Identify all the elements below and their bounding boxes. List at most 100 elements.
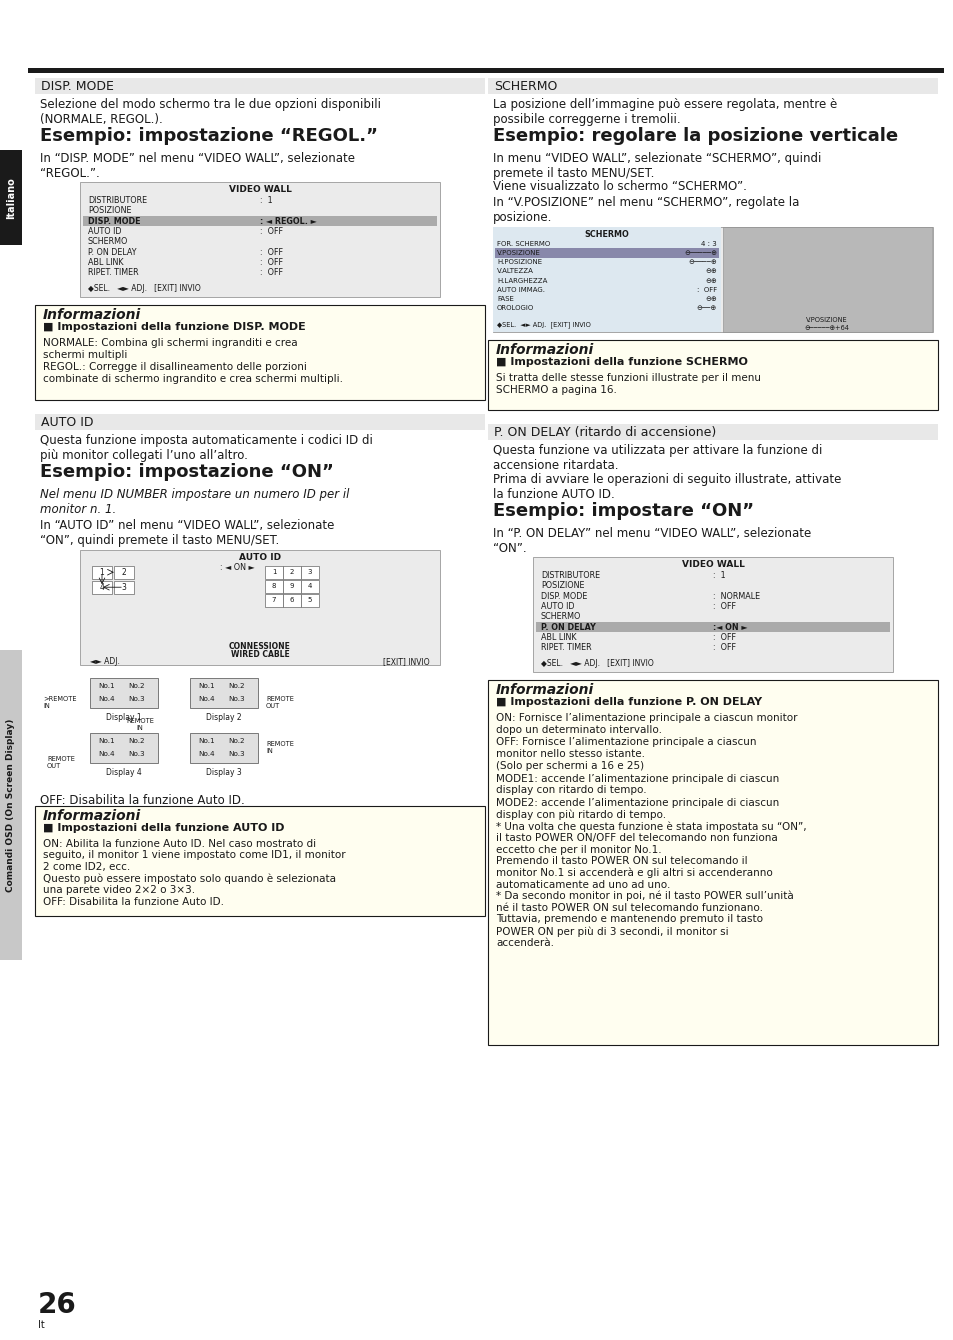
Text: Informazioni: Informazioni (43, 308, 141, 323)
Bar (301, 565, 318, 579)
Text: No.2: No.2 (228, 738, 244, 744)
Text: Esempio: regolare la posizione verticale: Esempio: regolare la posizione verticale (493, 127, 897, 145)
Bar (283, 580, 301, 592)
Text: H.POSIZIONE: H.POSIZIONE (497, 259, 541, 265)
Text: ⊖────⊕: ⊖────⊕ (687, 259, 717, 265)
Text: Italiano: Italiano (6, 177, 16, 218)
Text: AUTO IMMAG.: AUTO IMMAG. (497, 287, 544, 293)
Text: No.3: No.3 (128, 750, 145, 757)
Text: :  OFF: : OFF (260, 226, 283, 236)
Text: RIPET. TIMER: RIPET. TIMER (540, 643, 591, 653)
Text: VIDEO WALL: VIDEO WALL (680, 560, 743, 570)
Text: V.POSIZIONE: V.POSIZIONE (497, 251, 540, 256)
Text: P. ON DELAY: P. ON DELAY (88, 248, 136, 257)
Text: WIRED CABLE: WIRED CABLE (231, 650, 289, 659)
Text: :  OFF: : OFF (260, 259, 283, 267)
Bar (265, 580, 283, 592)
Text: P. ON DELAY (ritardo di accensione): P. ON DELAY (ritardo di accensione) (494, 426, 716, 438)
Text: 6: 6 (290, 598, 294, 603)
Bar (493, 228, 932, 332)
Text: RIPET. TIMER: RIPET. TIMER (88, 268, 138, 277)
Text: 8: 8 (272, 583, 276, 590)
Bar (488, 78, 937, 94)
Text: Display 4: Display 4 (106, 768, 142, 777)
Text: :  OFF: : OFF (712, 602, 735, 611)
Text: [EXIT] INVIO: [EXIT] INVIO (383, 657, 430, 666)
Text: Esempio: impostare “ON”: Esempio: impostare “ON” (493, 502, 753, 520)
Text: 2: 2 (121, 568, 126, 576)
Text: 26: 26 (38, 1290, 76, 1319)
Text: DISP. MODE: DISP. MODE (88, 217, 140, 225)
Text: Selezione del modo schermo tra le due opzioni disponibili
(NORMALE, REGOL.).: Selezione del modo schermo tra le due op… (40, 98, 380, 126)
Text: AUTO ID: AUTO ID (41, 415, 93, 429)
Text: OROLOGIO: OROLOGIO (497, 306, 534, 311)
Text: No.3: No.3 (128, 695, 145, 702)
Text: 5: 5 (308, 598, 312, 603)
Bar (35, 805, 484, 915)
Text: La posizione dell’immagine può essere regolata, mentre è
possibile correggerne i: La posizione dell’immagine può essere re… (493, 98, 837, 126)
Text: ABL LINK: ABL LINK (540, 632, 576, 642)
Text: In “P. ON DELAY” nel menu “VIDEO WALL”, selezionate
“ON”.: In “P. ON DELAY” nel menu “VIDEO WALL”, … (493, 527, 810, 555)
Text: 1: 1 (99, 568, 104, 576)
Text: No.2: No.2 (228, 682, 244, 689)
Text: 4 : 3: 4 : 3 (700, 241, 717, 247)
Bar (91, 580, 112, 594)
Text: :  OFF: : OFF (712, 632, 735, 642)
Text: ⊖─────⊕+64: ⊖─────⊕+64 (803, 326, 848, 331)
Text: H.LARGHEZZA: H.LARGHEZZA (497, 277, 547, 284)
Text: Informazioni: Informazioni (43, 809, 141, 823)
Bar (113, 565, 133, 579)
Bar (0, 650, 22, 959)
Text: OFF: Disabilita la funzione Auto ID.: OFF: Disabilita la funzione Auto ID. (43, 896, 224, 907)
Text: SCHERMO: SCHERMO (88, 237, 129, 247)
Text: Viene visualizzato lo schermo “SCHERMO”.: Viene visualizzato lo schermo “SCHERMO”. (493, 181, 746, 193)
Text: 3: 3 (308, 570, 312, 575)
Bar (90, 733, 158, 762)
Text: MODE2: accende l’alimentazione principale di ciascun
display con più ritardo di : MODE2: accende l’alimentazione principal… (496, 797, 779, 820)
Bar (488, 425, 937, 441)
Text: :  OFF: : OFF (260, 268, 283, 277)
Bar (35, 306, 484, 401)
Bar (35, 414, 484, 430)
Text: DISP. MODE: DISP. MODE (540, 592, 587, 600)
Text: >REMOTE
IN: >REMOTE IN (43, 697, 76, 709)
Text: ⊖─────⊕: ⊖─────⊕ (683, 251, 717, 256)
Bar (536, 622, 889, 632)
Text: Esempio: impostazione “ON”: Esempio: impostazione “ON” (40, 464, 334, 481)
Text: Display 3: Display 3 (206, 768, 242, 777)
Text: No.2: No.2 (128, 738, 145, 744)
Text: 2: 2 (290, 570, 294, 575)
Text: ON: Abilita la funzione Auto ID. Nel caso mostrato di
seguito, il monitor 1 vien: ON: Abilita la funzione Auto ID. Nel cas… (43, 839, 345, 872)
Text: ON: Fornisce l’alimentazione principale a ciascun monitor
dopo un determinato in: ON: Fornisce l’alimentazione principale … (496, 713, 797, 736)
Text: : ◄ ON ►: : ◄ ON ► (220, 563, 254, 572)
Text: P. ON DELAY: P. ON DELAY (540, 623, 596, 632)
Text: Questa funzione imposta automaticamente i codici ID di
più monitor collegati l’u: Questa funzione imposta automaticamente … (40, 434, 373, 462)
Text: No.1: No.1 (98, 738, 114, 744)
Bar (722, 228, 931, 332)
Text: In “DISP. MODE” nel menu “VIDEO WALL”, selezionate
“REGOL.”.: In “DISP. MODE” nel menu “VIDEO WALL”, s… (40, 151, 355, 180)
Text: No.3: No.3 (228, 750, 244, 757)
Text: SCHERMO: SCHERMO (494, 79, 557, 92)
Text: Nel menu ID NUMBER impostare un numero ID per il
monitor n. 1.: Nel menu ID NUMBER impostare un numero I… (40, 488, 349, 516)
Text: 1: 1 (272, 570, 276, 575)
Bar (80, 182, 439, 297)
Text: No.2: No.2 (128, 682, 145, 689)
Text: In “AUTO ID” nel menu “VIDEO WALL”, selezionate
“ON”, quindi premete il tasto ME: In “AUTO ID” nel menu “VIDEO WALL”, sele… (40, 519, 334, 547)
Bar (533, 557, 892, 673)
Text: ⊖⊕: ⊖⊕ (704, 296, 717, 302)
Bar (80, 549, 439, 665)
Text: It: It (38, 1320, 45, 1331)
Text: :  OFF: : OFF (712, 643, 735, 653)
Text: 4: 4 (308, 583, 312, 590)
Text: Informazioni: Informazioni (496, 343, 594, 358)
Bar (265, 594, 283, 607)
Text: REMOTE
IN: REMOTE IN (266, 741, 294, 754)
Text: VIDEO WALL: VIDEO WALL (229, 185, 291, 194)
Text: REMOTE
OUT: REMOTE OUT (266, 697, 294, 709)
Bar (83, 216, 436, 226)
Text: No.4: No.4 (198, 695, 214, 702)
Text: ABL LINK: ABL LINK (88, 259, 123, 267)
Bar (35, 78, 484, 94)
Text: ◆SEL.   ◄► ADJ.   [EXIT] INVIO: ◆SEL. ◄► ADJ. [EXIT] INVIO (88, 284, 200, 293)
Text: 3: 3 (121, 583, 127, 592)
